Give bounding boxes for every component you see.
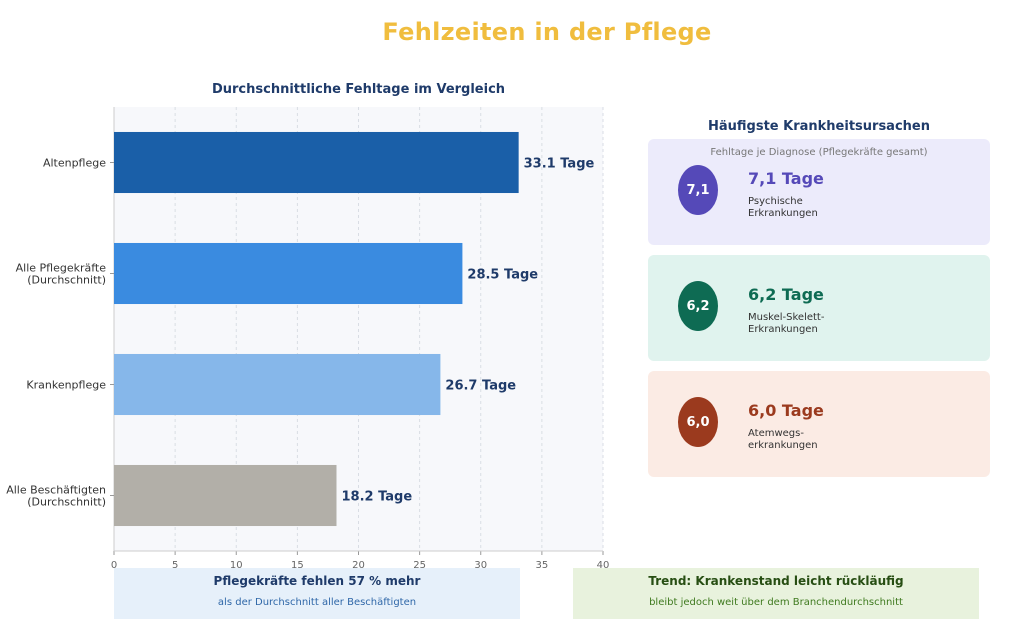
x-tick-label: 5 xyxy=(172,560,178,571)
x-tick-label: 0 xyxy=(111,560,117,571)
x-tick-label: 40 xyxy=(597,560,610,571)
y-tick-label: Alle Beschäftigten (Durchschnitt) xyxy=(6,484,106,509)
cause-label: Muskel-Skelett- Erkrankungen xyxy=(748,312,825,335)
data-label: 28.5 Tage xyxy=(467,268,538,283)
cause-label: Atemwegs- erkrankungen xyxy=(748,428,818,451)
cause-card-psychische: Fehltage je Diagnose (Pflegekräfte gesam… xyxy=(648,139,990,245)
bar xyxy=(114,242,463,305)
x-tick-label: 10 xyxy=(230,560,243,571)
banner-subtitle: bleibt jedoch weit über dem Branchendurc… xyxy=(649,597,903,608)
cause-badge: 7,1 xyxy=(678,165,718,215)
y-tick-label: Alle Pflegekräfte (Durchschnitt) xyxy=(16,262,107,287)
banner-title: Pflegekräfte fehlen 57 % mehr xyxy=(213,574,421,588)
cause-badge: 6,2 xyxy=(678,281,718,331)
bar-chart: 0 5 10 15 20 25 30 35 40 Altenpflege 33.1 Tage Alle… xyxy=(6,107,610,571)
cause-subtitle: Fehltage je Diagnose (Pflegekräfte gesam… xyxy=(710,147,928,158)
bar xyxy=(114,464,337,527)
page-title: Fehlzeiten in der Pflege xyxy=(382,18,712,46)
data-label: 33.1 Tage xyxy=(524,157,595,172)
data-label: 26.7 Tage xyxy=(445,379,516,394)
x-tick-label: 20 xyxy=(352,560,365,571)
cause-card-muskel-skelett: 6,2 6,2 Tage Muskel-Skelett- Erkrankunge… xyxy=(648,255,990,361)
banner-pflegekraefte: Pflegekräfte fehlen 57 % mehr als der Du… xyxy=(114,568,520,619)
cause-label: Psychische Erkrankungen xyxy=(748,196,818,219)
x-tick-label: 30 xyxy=(474,560,487,571)
banner-subtitle: als der Durchschnitt aller Beschäftigten xyxy=(217,597,417,608)
cause-card-atemwege: 6,0 6,0 Tage Atemwegs- erkrankungen xyxy=(648,371,990,477)
banner-trend: Trend: Krankenstand leicht rückläufig bl… xyxy=(573,568,979,619)
data-label: 18.2 Tage xyxy=(341,490,412,505)
chart-title: Durchschnittliche Fehltage im Vergleich xyxy=(211,82,506,97)
cause-badge: 6,0 xyxy=(678,397,718,447)
bar xyxy=(114,353,441,416)
y-tick-label: Krankenpflege xyxy=(26,379,106,392)
cause-value: 6,0 Tage xyxy=(748,401,824,420)
x-tick-label: 25 xyxy=(413,560,426,571)
x-tick-label: 35 xyxy=(536,560,549,571)
bar xyxy=(114,131,519,194)
banner-title: Trend: Krankenstand leicht rückläufig xyxy=(648,574,904,588)
cause-value: 6,2 Tage xyxy=(748,285,824,304)
cause-value: 7,1 Tage xyxy=(748,169,824,188)
x-tick-label: 15 xyxy=(291,560,304,571)
y-tick-label: Altenpflege xyxy=(43,157,106,170)
causes-title: Häufigste Krankheitsursachen xyxy=(708,119,930,134)
